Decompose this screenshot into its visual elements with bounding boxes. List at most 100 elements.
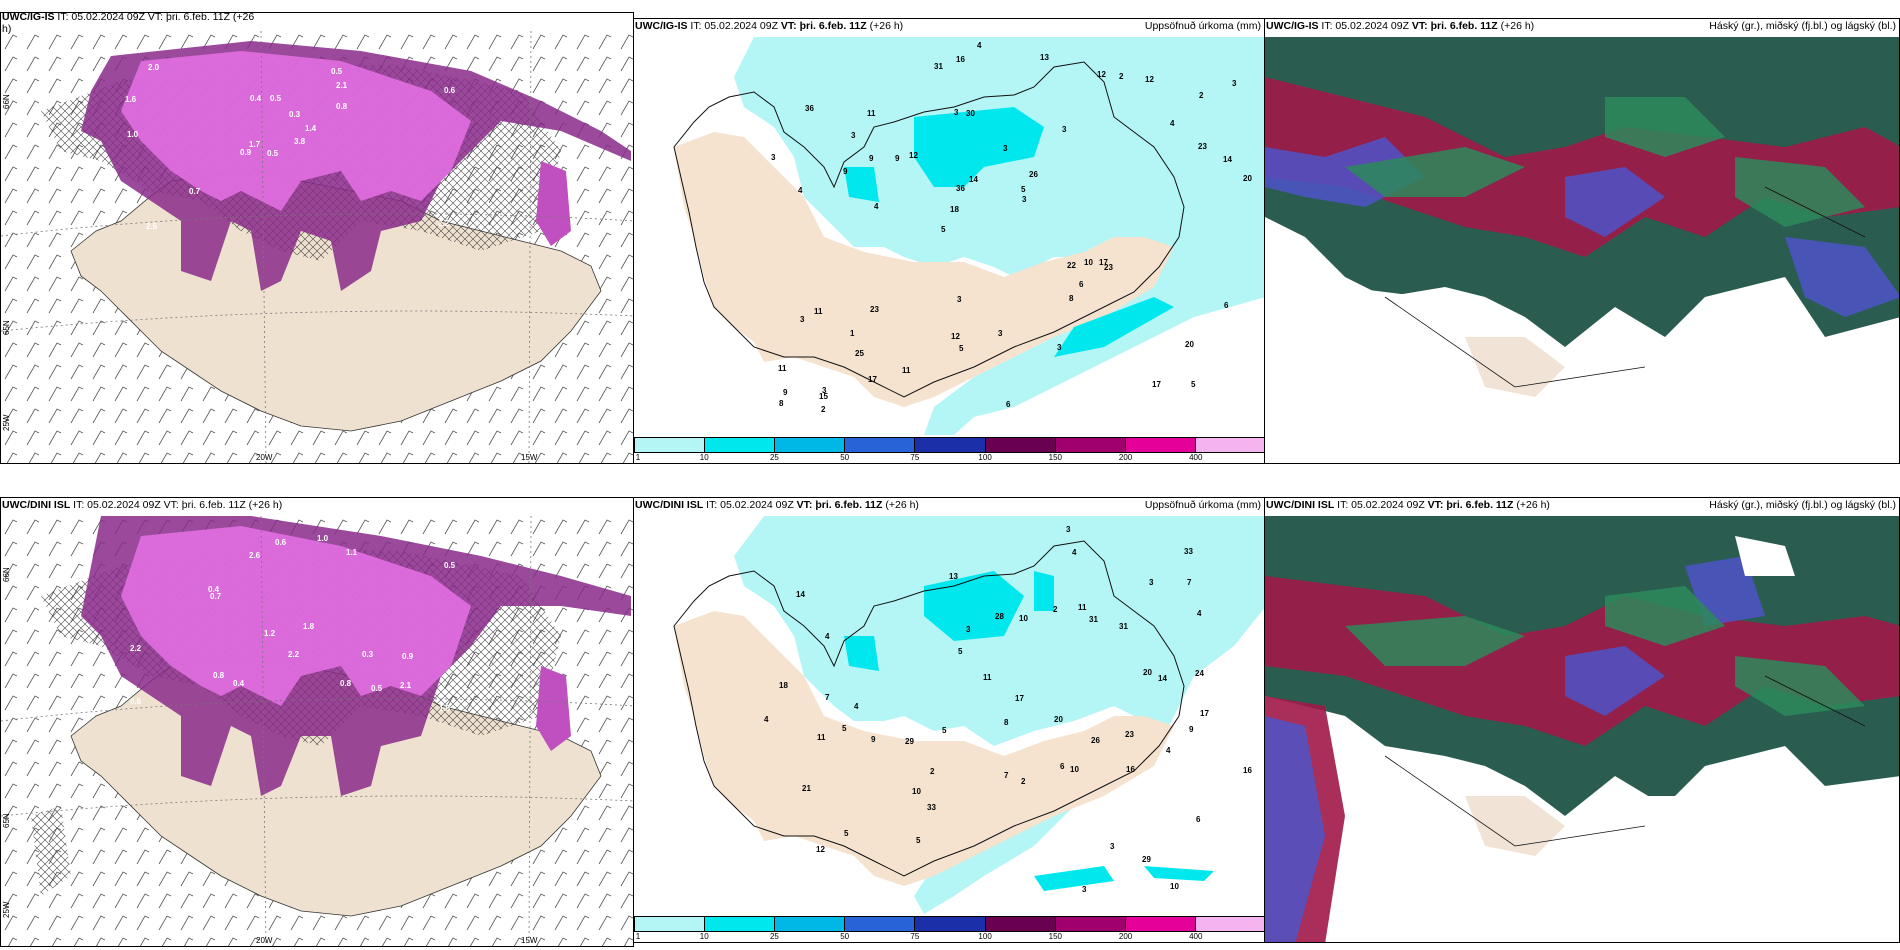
value-label: 0.4 (233, 679, 245, 688)
colorbar-tick-label: 150 (1048, 932, 1063, 941)
lon-label: 20W (256, 453, 273, 462)
value-label: 4 (1166, 746, 1171, 755)
precip-colorbar (634, 916, 1264, 932)
colorbar-swatch (915, 917, 986, 931)
value-label: 6 (1060, 762, 1065, 771)
value-label: 5 (942, 726, 947, 735)
value-label: 3 (1062, 125, 1067, 134)
value-label: 22 (1067, 261, 1076, 270)
value-label: 2.1 (336, 81, 348, 90)
value-label: 30 (966, 109, 975, 118)
value-label: 36 (805, 104, 814, 113)
clear-areas (1345, 287, 1885, 463)
value-label: 13 (949, 572, 958, 581)
lat-label: 65N (2, 320, 11, 335)
colorbar-tick-label: 100 (978, 932, 992, 941)
coastline (673, 61, 1185, 398)
value-label: 9 (895, 154, 900, 163)
value-label: 1.5 (439, 704, 451, 713)
precip-mid-area (844, 107, 1174, 357)
land-tan-cloud (1465, 796, 1565, 856)
precip-value-labels: 5425333311121125302623361620222318123611… (771, 41, 1252, 414)
colorbar-tick-label: 1 (635, 932, 641, 941)
wind-precip-map: 0.51.61.70.91.40.70.50.52.13.82.02.21.00… (1, 31, 633, 463)
value-label: 2.1 (400, 681, 412, 690)
value-label: 5 (958, 647, 963, 656)
wind-value-labels: 0.60.91.82.22.61.02.11.10.50.81.50.70.40… (130, 534, 456, 713)
lat-label: 65N (2, 813, 11, 828)
value-label: 12 (816, 845, 825, 854)
cloud-panel-subtitle: Háský (gr.), miðský (fj.bl.) og lágský (… (1709, 499, 1896, 511)
value-label: 6 (1224, 301, 1229, 310)
colorbar-tick-label: 150 (1048, 453, 1063, 462)
value-label: 2 (1021, 777, 1026, 786)
accumulated-precip-map: 5425333311121125302623361620222318123611… (634, 37, 1264, 435)
cloud-panel-subtitle: Háský (gr.), miðský (fj.bl.) og lágský (… (1709, 20, 1896, 32)
precip-panel-subtitle: Uppsöfnuð úrkoma (mm) (1144, 20, 1261, 32)
value-label: 4 (1170, 119, 1175, 128)
value-label: 24 (1195, 669, 1204, 678)
value-label: 3 (800, 315, 805, 324)
precip-field-east (536, 666, 571, 751)
value-label: 0.9 (111, 203, 123, 212)
wind-panel-row2: UWC/DINI ISL IT: 05.02.2024 09Z VT: þri.… (0, 497, 634, 947)
value-label: 0.6 (275, 538, 287, 547)
cloud-cover-map (1265, 37, 1899, 463)
wind-value-labels: 0.51.61.70.91.40.70.50.52.13.82.02.21.00… (111, 63, 456, 231)
precip-panel-row1: UWC/IG-IS IT: 05.02.2024 09Z VT: þri. 6.… (633, 18, 1265, 464)
value-label: 11 (983, 673, 992, 682)
value-label: 33 (1184, 547, 1193, 556)
value-label: 21 (802, 784, 811, 793)
value-label: 0.8 (336, 102, 348, 111)
lat-label: 25W (2, 414, 11, 431)
value-label: 0.5 (371, 684, 383, 693)
lon-label: 15W (521, 936, 538, 945)
value-label: 3 (957, 295, 962, 304)
precip-panel-subtitle: Uppsöfnuð úrkoma (mm) (1144, 499, 1261, 511)
value-label: 0.9 (402, 652, 414, 661)
value-label: 0.5 (267, 149, 279, 158)
value-label: 0.6 (444, 86, 456, 95)
value-label: 20 (1185, 340, 1194, 349)
value-label: 3 (1082, 885, 1087, 894)
value-label: 12 (951, 332, 960, 341)
lon-label: 15W (521, 453, 538, 462)
value-label: 4 (1197, 609, 1202, 618)
value-label: 1.0 (317, 534, 329, 543)
lon-label: 20W (256, 936, 273, 945)
coastline (673, 540, 1185, 877)
value-label: 2.2 (288, 650, 300, 659)
value-label: 0.4 (250, 94, 262, 103)
value-label: 1.6 (125, 95, 137, 104)
value-label: 9 (843, 167, 848, 176)
colorbar-swatch (845, 438, 916, 452)
precip-field-east (536, 161, 571, 246)
colorbar-tick-label: 75 (910, 932, 920, 941)
value-label: 5 (844, 829, 849, 838)
colorbar-swatch (775, 917, 846, 931)
value-label: 10 (1084, 258, 1093, 267)
colorbar-tick-label: 10 (699, 932, 709, 941)
value-label: 18 (950, 205, 959, 214)
low-cloud-field (1265, 556, 1765, 942)
value-label: 10 (912, 787, 921, 796)
value-label: 9 (783, 388, 788, 397)
value-label: 14 (1223, 155, 1232, 164)
value-label: 10 (1070, 765, 1079, 774)
value-label: 20 (1054, 715, 1063, 724)
value-label: 1 (850, 329, 855, 338)
lat-label: 66N (2, 94, 11, 109)
value-label: 14 (969, 175, 978, 184)
precip-field-light (121, 51, 471, 211)
wind-panel-title: UWC/IG-IS IT: 05.02.2024 09Z VT: þri. 6.… (2, 12, 255, 35)
value-label: 9 (1189, 725, 1194, 734)
value-label: 12 (1097, 70, 1106, 79)
precip-panel-row2: UWC/DINI ISL IT: 05.02.2024 09Z VT: þri.… (633, 497, 1265, 943)
value-label: 31 (1119, 622, 1128, 631)
value-label: 0.4 (208, 585, 220, 594)
colorbar-swatch (635, 917, 706, 931)
colorbar-swatch (1125, 917, 1196, 931)
value-label: 9 (871, 735, 876, 744)
value-label: 16 (956, 55, 965, 64)
value-label: 33 (927, 803, 936, 812)
